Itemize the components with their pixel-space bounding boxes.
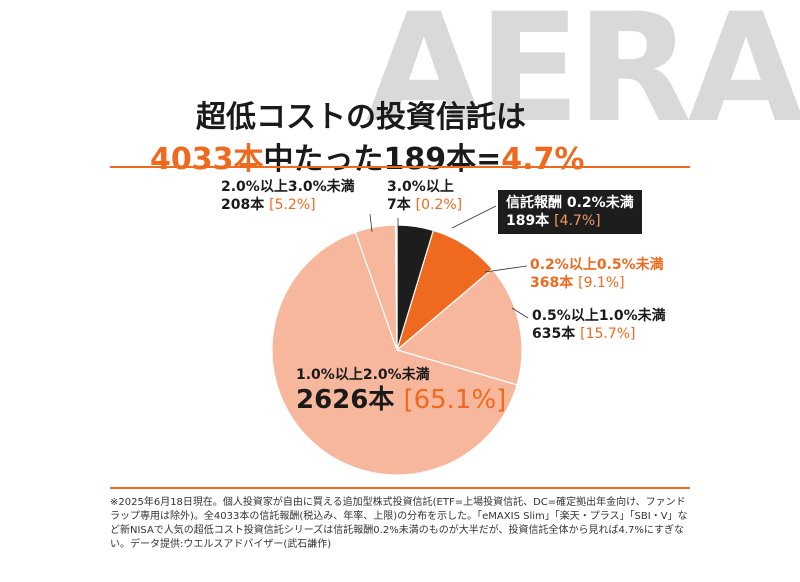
slice-range: 0.5%以上1.0%未満 [532,308,666,324]
slice-label-3plus: 3.0%以上 7本 [0.2%] [387,178,462,214]
aera-logo: AERA [365,0,800,156]
slice-range: 3.0%以上 [387,179,454,195]
slice-label-0-2to0-5: 0.2%以上0.5%未満 368本 [9.1%] [530,256,664,292]
title-percentage: 4.7% [501,142,585,177]
note-divider [110,487,690,489]
slice-percent: [0.2%] [415,197,463,213]
leader-line [451,205,497,229]
slice-range: 0.2%未満 [566,195,634,211]
pie-slice [394,224,398,351]
pie-slice [271,231,518,476]
slice-percent: [15.7%] [580,326,636,342]
chart-title-line1: 超低コストの投資信託は [196,100,526,135]
slice-range: 2.0%以上3.0%未満 [221,179,355,195]
slice-count: 189本 [506,213,550,229]
slice-label-0-5to1-0: 0.5%以上1.0%未満 635本 [15.7%] [532,307,666,343]
slice-range-prefix: 信託報酬 [506,195,562,211]
slice-label-1-0to2-0: 1.0%以上2.0%未満 2626本 [65.1%] [296,366,506,416]
leader-line [484,265,528,273]
leader-line [369,213,373,233]
slice-count: 208本 [221,197,265,213]
slice-percent: [65.1%] [403,385,507,415]
slice-percent: [9.1%] [578,275,625,291]
title-underline [110,166,690,168]
slice-range: 0.2%以上0.5%未満 [530,257,664,273]
title-total-count: 4033本 [150,142,264,177]
slice-label-under-0-2: 信託報酬 0.2%未満 189本 [4.7%] [498,190,642,234]
slice-percent: [4.7%] [554,213,601,229]
chart-title-line2: 4033本中たった189本=4.7% [150,134,584,178]
slice-label-2to3: 2.0%以上3.0%未満 208本 [5.2%] [221,178,355,214]
pie-slice [395,268,523,386]
slice-count: 368本 [530,275,574,291]
slice-count: 7本 [387,197,411,213]
title-count-text: 189本= [383,142,502,177]
title-middle-text: 中たった [263,142,384,177]
slice-count: 635本 [532,326,576,342]
slice-percent: [5.2%] [269,197,316,213]
slice-range: 1.0%以上2.0%未満 [296,367,430,383]
leader-line [511,307,529,319]
slice-count: 2626本 [296,385,395,415]
footnote: ※2025年6月18日現在。個人投資家が自由に買える追加型株式投資信託(ETF=… [110,497,688,550]
